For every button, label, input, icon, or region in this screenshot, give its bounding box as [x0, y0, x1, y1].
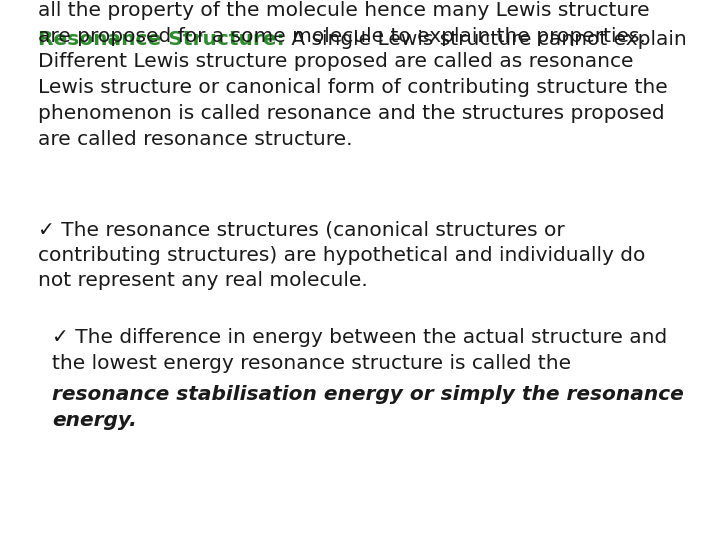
Text: all the property of the molecule hence many Lewis structure
are proposed for a s: all the property of the molecule hence m… [38, 1, 667, 148]
Text: Resonance Structure:: Resonance Structure: [38, 30, 284, 49]
Text: A single Lewis structure cannot explain: A single Lewis structure cannot explain [284, 30, 686, 49]
Text: ✓ The difference in energy between the actual structure and
the lowest energy re: ✓ The difference in energy between the a… [52, 328, 667, 373]
Text: resonance stabilisation energy or simply the resonance
energy.: resonance stabilisation energy or simply… [52, 385, 684, 430]
Text: ✓ The resonance structures (canonical structures or
contributing structures) are: ✓ The resonance structures (canonical st… [38, 220, 645, 291]
